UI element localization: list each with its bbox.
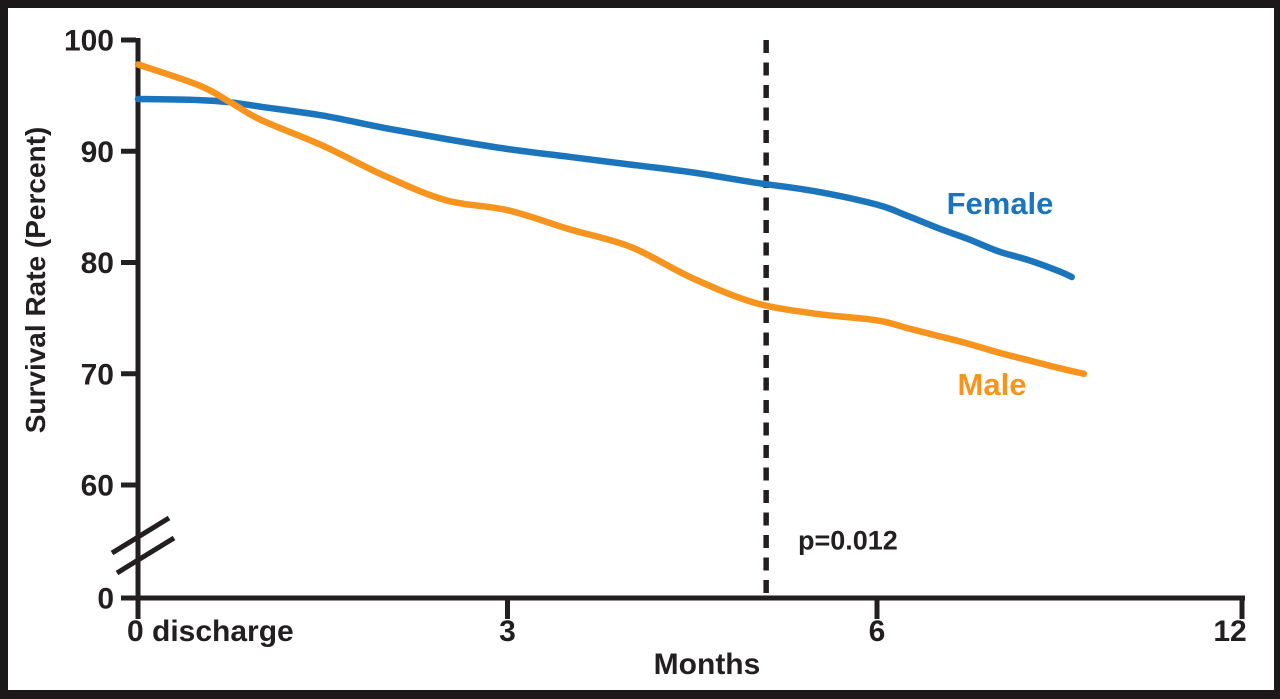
y-tick-label: 60 [81, 470, 114, 503]
axis-break-slash [110, 515, 171, 556]
x-tick-label: 12 [1213, 615, 1246, 648]
p-value-annotation: p=0.012 [798, 525, 898, 556]
y-tick-label: 100 [64, 25, 114, 58]
y-tick-label: 0 [97, 583, 114, 616]
plot-background [8, 8, 1274, 690]
legend-male-label: Male [957, 367, 1027, 402]
legend-female-label: Female [946, 186, 1054, 221]
y-tick-label: 80 [81, 247, 114, 280]
x-tick-label: 0 discharge [127, 615, 294, 648]
male-line [134, 61, 1088, 378]
y-tick-label: 70 [81, 358, 114, 391]
female-line [134, 95, 1075, 281]
y-axis-title: Survival Rate (Percent) [20, 126, 51, 434]
axis-break-slash [115, 535, 176, 576]
y-tick-label: 90 [81, 136, 114, 169]
x-tick-label: 3 [499, 615, 516, 648]
x-tick-label: 6 [869, 615, 886, 648]
x-axis-title: Months [653, 648, 761, 681]
